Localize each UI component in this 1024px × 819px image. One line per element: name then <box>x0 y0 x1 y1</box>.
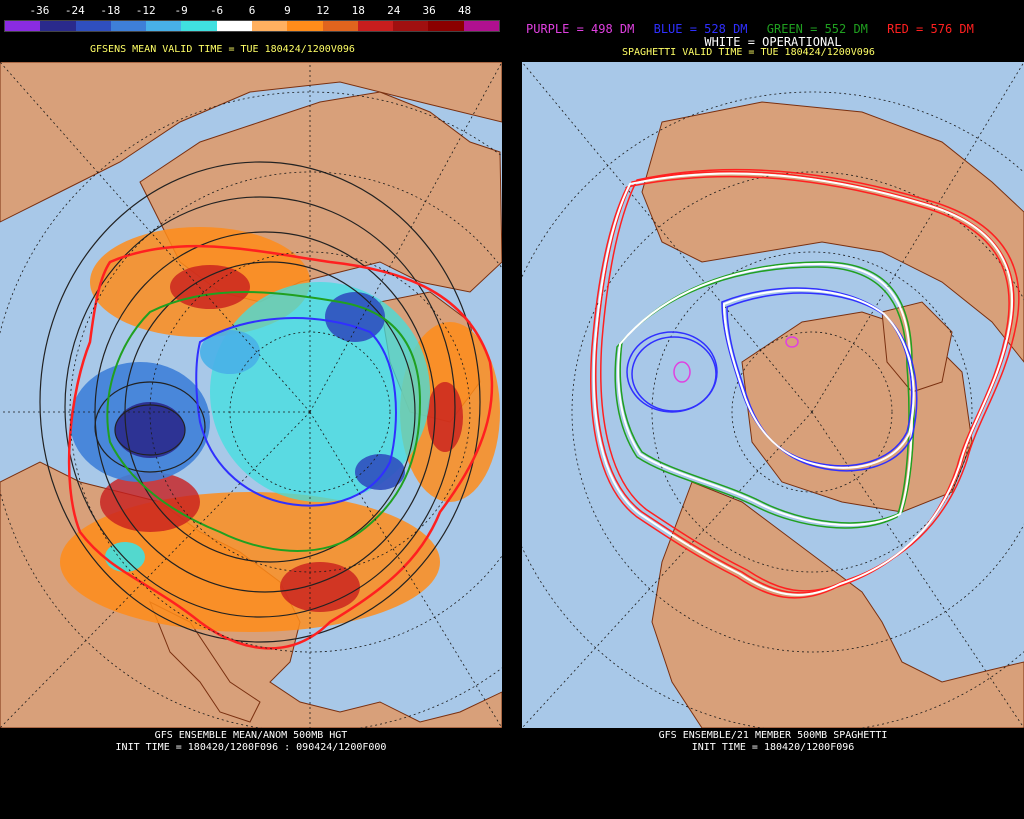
colorbar-tick-label: 6 <box>248 4 256 17</box>
north-america-landmass <box>651 481 1024 728</box>
colorbar-swatch <box>287 21 323 31</box>
left-panel: -36 -24 -18 -12 -9 -6 6 9 12 18 24 36 48 GFSENS MEAN… <box>0 0 502 819</box>
colorbar-swatch <box>40 21 76 31</box>
lat-lon-grid <box>0 62 502 728</box>
colorbar-swatch <box>393 21 429 31</box>
left-valid-time-title: GFSENS MEAN VALID TIME = TUE 180424/1200… <box>90 44 355 55</box>
green-spaghetti-552 <box>614 261 915 529</box>
colorbar-swatch <box>5 21 41 31</box>
positive-anomaly-core-south <box>280 562 360 612</box>
colorbar-swatch <box>428 21 464 31</box>
colorbar-swatch <box>75 21 111 31</box>
colorbar-tick-label: 12 <box>316 4 330 17</box>
colorbar-tick-label: 36 <box>422 4 436 17</box>
right-valid-time-title: SPAGHETTI VALID TIME = TUE 180424/1200V0… <box>622 47 875 58</box>
colorbar-swatch <box>110 21 147 31</box>
right-map <box>522 62 1024 728</box>
right-footer-line1: GFS ENSEMBLE/21 MEMBER 500MB SPAGHETTI <box>658 730 888 741</box>
left-map <box>0 62 502 728</box>
legend-green: GREEN = 552 DM <box>766 22 868 36</box>
right-panel: PURPLE = 498 DM BLUE = 528 DM GREEN = 55… <box>522 0 1024 819</box>
blue-contour-528 <box>195 317 397 507</box>
red-contour-576 <box>67 244 494 650</box>
blue-spaghetti-528 <box>626 287 918 472</box>
colorbar-swatch <box>322 21 358 31</box>
left-footer-line1: GFS ENSEMBLE MEAN/ANOM 500MB HGT <box>154 730 348 741</box>
lat-lon-grid <box>522 62 1024 728</box>
negative-anomaly-core-east <box>355 454 405 490</box>
colorbar-tick-label: -24 <box>64 4 85 17</box>
colorbar-tick-label: -36 <box>29 4 50 17</box>
negative-anomaly-small <box>200 330 260 374</box>
colorbar-swatch <box>251 21 288 31</box>
purple-contour-498-small <box>785 336 799 348</box>
greenland-landmass <box>881 301 953 393</box>
colorbar-swatch <box>216 21 252 31</box>
right-footer-line2: INIT TIME = 180420/1200F096 <box>691 742 855 753</box>
legend-white: WHITE = OPERATIONAL <box>704 35 842 49</box>
colorbar-tick-label: -12 <box>135 4 156 17</box>
green-contour-552 <box>106 291 422 552</box>
europe-asia-landmass <box>0 62 502 223</box>
colorbar-swatch <box>181 21 217 31</box>
colorbar-swatch <box>357 21 394 31</box>
left-footer-line2: INIT TIME = 180420/1200F096 : 090424/120… <box>115 742 387 753</box>
colorbar-tick-label: 9 <box>284 4 291 17</box>
colorbar-tick-label: -6 <box>209 4 224 17</box>
positive-anomaly-core-east <box>427 382 463 452</box>
spaghetti-legend: PURPLE = 498 DM BLUE = 528 DM GREEN = 55… <box>526 22 986 36</box>
colorbar-swatch <box>146 21 182 31</box>
negative-anomaly-core-west <box>115 402 185 458</box>
asia-landmass <box>641 101 1024 363</box>
legend-red: RED = 576 DM <box>887 22 974 36</box>
legend-blue: BLUE = 528 DM <box>653 22 748 36</box>
panel-divider <box>502 0 522 819</box>
negative-anomaly-core-north <box>325 292 385 342</box>
colorbar-swatches <box>4 20 500 32</box>
colorbar-tick-label: 24 <box>387 4 401 17</box>
legend-purple: PURPLE = 498 DM <box>526 22 635 36</box>
anomaly-colorbar: -36 -24 -18 -12 -9 -6 6 9 12 18 24 36 48 <box>4 4 500 32</box>
colorbar-tick-label: 18 <box>351 4 365 17</box>
colorbar-swatch <box>463 21 499 31</box>
white-operational-552 <box>617 262 913 526</box>
positive-anomaly-core-southwest <box>100 472 200 532</box>
white-operational-528 <box>722 289 915 469</box>
colorbar-tick-label: 48 <box>457 4 472 17</box>
central-america-landmass <box>149 600 261 723</box>
white-operational-576 <box>592 172 1014 596</box>
colorbar-tick-label: -18 <box>100 4 121 17</box>
colorbar-labels: -36 -24 -18 -12 -9 -6 6 9 12 18 24 36 48 <box>4 4 500 18</box>
colorbar-tick-label: -9 <box>174 4 188 17</box>
purple-contour-498 <box>673 361 691 383</box>
